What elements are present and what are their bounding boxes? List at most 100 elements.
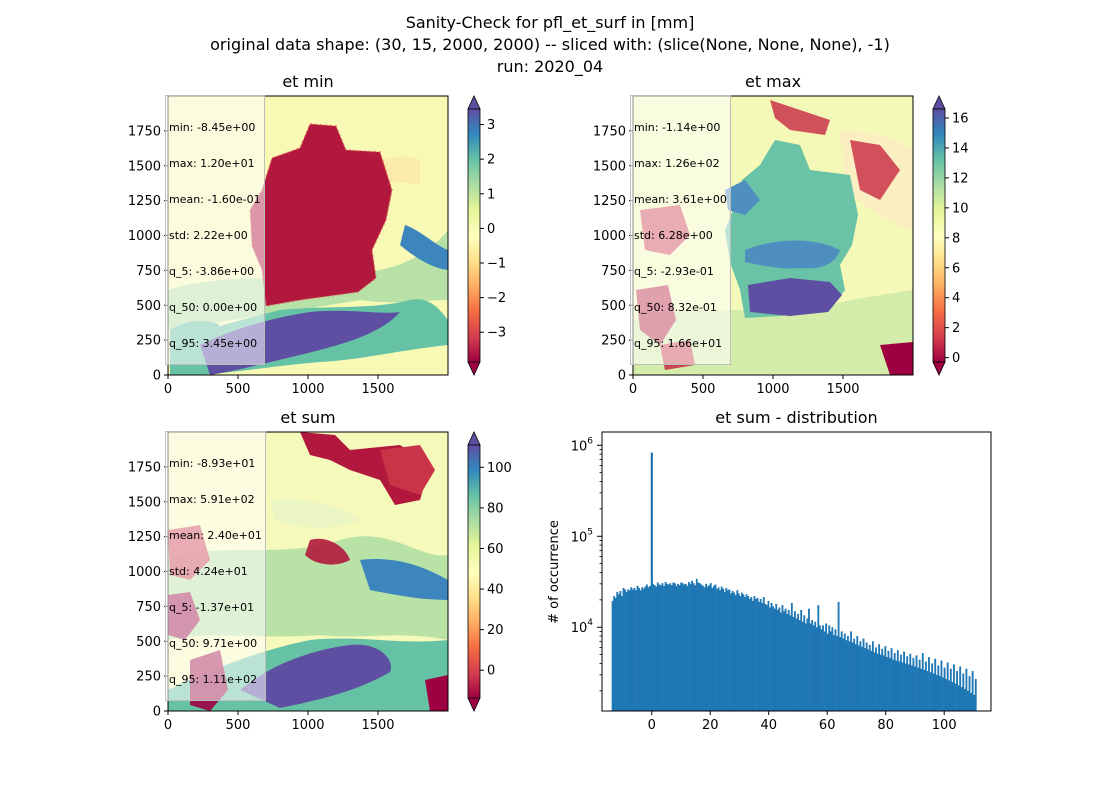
histogram-bar [678, 585, 681, 711]
histogram-bar [829, 631, 832, 711]
x-tick-label: 60 [819, 718, 836, 733]
histogram-bar [831, 627, 834, 711]
histogram-bar [624, 589, 626, 711]
histogram-bar [974, 678, 977, 711]
histogram-bar [924, 661, 927, 711]
suptitle-line-2: original data shape: (30, 15, 2000, 2000… [210, 35, 890, 54]
histogram-bar [906, 656, 909, 711]
histogram-bar [917, 667, 920, 711]
stat-q95: q_95: 1.66e+01 [634, 337, 723, 350]
histogram-bar [642, 588, 645, 711]
histogram-bar [684, 583, 687, 711]
et-sum-stats-box: min: -8.93e+01 max: 5.91e+02 mean: 2.40e… [165, 431, 266, 701]
colorbar-tick-label: 20 [487, 623, 504, 638]
histogram-bar [797, 613, 799, 711]
histogram-bar [952, 664, 955, 711]
histogram-bar [730, 593, 732, 711]
histogram-bar [859, 641, 862, 711]
histogram-bar [914, 666, 916, 711]
histogram-bar [628, 590, 631, 711]
histogram-bar [669, 583, 672, 711]
colorbar-tick-label: 0 [952, 351, 960, 366]
histogram-bar [876, 653, 879, 711]
histogram-bar [790, 602, 793, 711]
histogram-bar [840, 631, 843, 711]
x-tick-label: 40 [760, 718, 777, 733]
histogram-bar [636, 585, 639, 711]
colorbar-tick-label: −3 [487, 326, 506, 341]
histogram-bar [762, 596, 765, 711]
y-tick-label: 104 [571, 618, 594, 636]
histogram-bar [945, 678, 948, 711]
histogram-bar [845, 640, 848, 711]
histogram-bar [775, 604, 778, 711]
histogram-bar [747, 596, 750, 711]
histogram-bar [794, 611, 796, 711]
histogram-bar [781, 605, 784, 711]
histogram-bar [871, 641, 874, 711]
histogram-bar [951, 682, 954, 711]
colorbar-tick-label: 2 [952, 321, 960, 336]
x-tick-label: 500 [691, 382, 716, 397]
histogram-bar [723, 591, 726, 711]
histogram-bar [611, 600, 614, 711]
histogram-bar [973, 694, 976, 711]
histogram-bar [778, 607, 781, 711]
histogram-bar [765, 605, 768, 711]
y-tick-label: 750 [136, 264, 161, 279]
histogram-bar [843, 633, 846, 711]
histogram-bar [736, 590, 739, 711]
histogram-bar [825, 623, 828, 711]
colorbar-tick-label: 0 [487, 664, 495, 679]
histogram-bar [784, 608, 787, 711]
histogram-bar [670, 585, 673, 711]
stat-max: max: 5.91e+02 [169, 493, 255, 506]
histogram-bar [889, 657, 891, 711]
colorbar-et-min: −3 −2 −1 0 1 2 3 [467, 95, 506, 376]
stat-max: max: 1.26e+02 [634, 157, 720, 170]
histogram-bar [751, 600, 754, 711]
x-tick-label: 1500 [826, 382, 859, 397]
stat-min: min: -8.93e+01 [169, 457, 256, 470]
stat-std: std: 6.28e+00 [634, 229, 713, 242]
histogram-bar [896, 650, 899, 711]
histogram-bar [697, 582, 700, 711]
histogram-bar [783, 611, 785, 711]
histogram-bar [661, 583, 664, 711]
y-tick-label: 250 [601, 334, 626, 349]
histogram-bar [677, 583, 679, 711]
histogram-bar [847, 636, 849, 711]
y-tick-label: 750 [601, 264, 626, 279]
histogram-bar [842, 638, 845, 711]
y-tick-label: 750 [136, 600, 161, 615]
histogram-bar-spike [650, 452, 653, 711]
histogram-bar [851, 642, 854, 711]
et-min-title: et min [282, 72, 334, 91]
histogram-bar [960, 687, 963, 711]
histogram-bar [882, 655, 885, 711]
colorbar-tick-label: 14 [952, 141, 969, 156]
histogram-bar [672, 582, 675, 711]
histogram-bar [649, 585, 651, 711]
histogram-bar [809, 623, 812, 711]
y-tick-label: 0 [153, 369, 161, 384]
histogram-bar [755, 598, 757, 711]
histogram-bar [928, 657, 930, 711]
figure-suptitle: Sanity-Check for pfl_et_surf in [mm] ori… [0, 12, 1100, 78]
histogram-bar [962, 673, 965, 711]
histogram-bar [808, 608, 810, 711]
histogram-bar [946, 662, 949, 711]
x-tick-label: 100 [932, 718, 957, 733]
histogram-bar [745, 594, 748, 711]
colorbar-tick-label: 40 [487, 583, 504, 598]
colorbar-tick-label: 0 [487, 222, 495, 237]
histogram-bar [653, 585, 656, 711]
histogram-bar [719, 590, 722, 711]
y-tick-label: 500 [136, 299, 161, 314]
histogram-bar [617, 594, 620, 711]
histogram-bar [870, 650, 873, 711]
y-tick-label: 250 [136, 670, 161, 685]
stat-q95: q_95: 3.45e+00 [169, 337, 258, 350]
stat-mean: mean: 3.61e+00 [634, 193, 727, 206]
histogram-bar [885, 657, 888, 711]
